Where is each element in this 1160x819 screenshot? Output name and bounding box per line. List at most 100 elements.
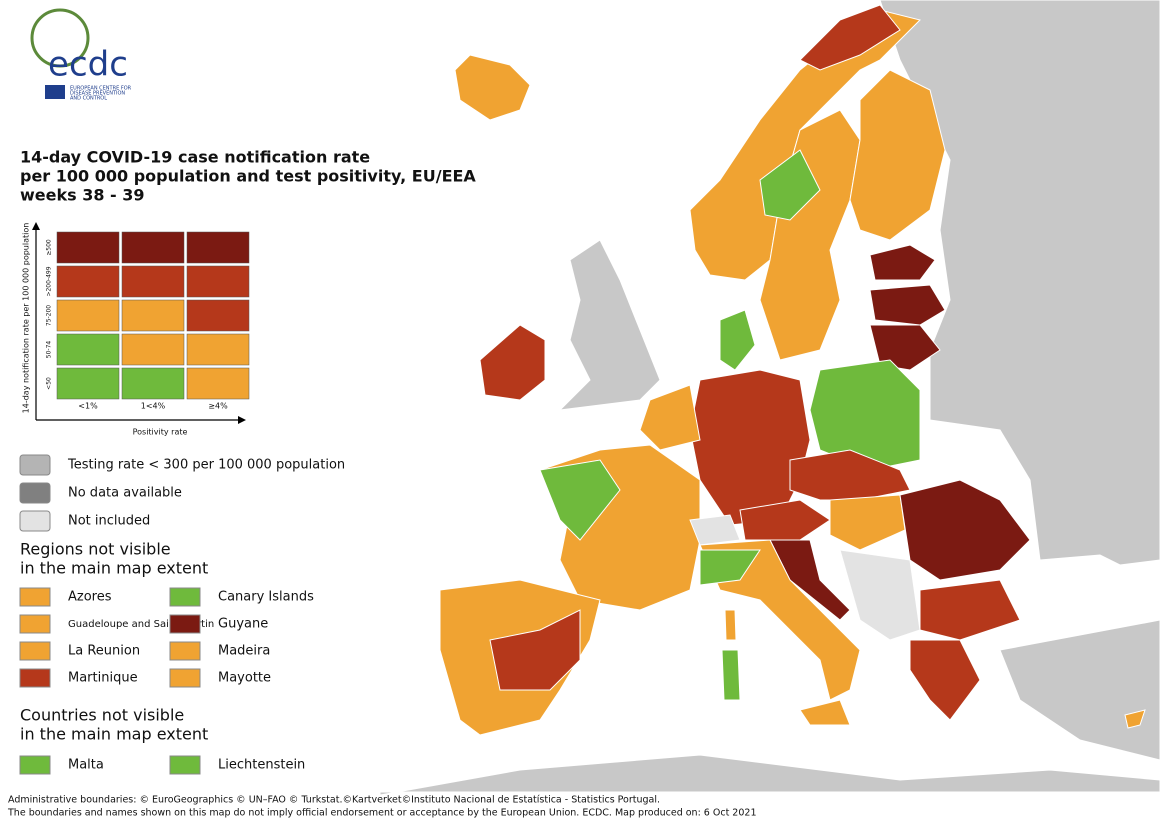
czechia-slovakia: [789, 449, 911, 501]
sicily: [799, 699, 851, 726]
matrix-cell: [186, 265, 250, 298]
austria: [739, 499, 831, 541]
matrix-row-label: <50: [46, 377, 53, 390]
region-label: Guadeloupe and Saint Martin: [68, 619, 214, 630]
sweden-region: [759, 149, 821, 221]
region-label: Azores: [68, 590, 112, 605]
france-west: [539, 459, 621, 541]
region-swatch: [169, 668, 201, 688]
region-label: Madeira: [218, 644, 270, 659]
eu-flag: [45, 85, 65, 99]
matrix-y-label: 14-day notification rate per 100 000 pop…: [22, 223, 31, 414]
legend-swatch: [19, 454, 51, 476]
ecdc-logo: [30, 8, 90, 99]
logo-subtitle: EUROPEAN CENTRE FOR: [70, 86, 132, 92]
united-kingdom: [558, 239, 661, 411]
map: [379, 0, 1160, 796]
latvia: [869, 284, 946, 326]
matrix-column-label: ≥4%: [208, 402, 228, 411]
spain-center: [489, 609, 581, 691]
estonia: [869, 244, 936, 281]
region-swatch: [19, 641, 51, 661]
region-label: Liechtenstein: [218, 758, 305, 773]
matrix-cell: [56, 231, 120, 264]
region-swatch: [169, 587, 201, 607]
matrix-cell: [121, 265, 185, 298]
hungary: [829, 494, 906, 551]
region-swatch: [19, 755, 51, 775]
logo-subtitle: AND CONTROL: [70, 96, 107, 102]
finland: [849, 69, 946, 241]
section-title: Countries not visible: [20, 706, 184, 725]
switzerland: [689, 514, 741, 546]
denmark: [719, 309, 756, 371]
matrix-row-label: >200-499: [46, 266, 53, 296]
north-norway: [799, 4, 901, 71]
legend-label: Testing rate < 300 per 100 000 populatio…: [67, 458, 345, 473]
map-title: weeks 38 - 39: [20, 186, 145, 205]
matrix-column-label: 1<4%: [141, 402, 166, 411]
region-label: Canary Islands: [218, 590, 314, 605]
region-swatch: [19, 668, 51, 688]
matrix-cell: [56, 333, 120, 366]
logo-subtitle: DISEASE PREVENTION: [70, 91, 125, 97]
italy-north: [699, 549, 761, 586]
matrix-row-label: ≥500: [46, 239, 53, 256]
legend-label: No data available: [68, 486, 182, 501]
romania: [899, 479, 1031, 581]
footer-note: Administrative boundaries: © EuroGeograp…: [8, 795, 660, 806]
logo-globe: [30, 8, 90, 68]
region-swatch: [169, 641, 201, 661]
region-swatch: [169, 614, 201, 634]
section-title: in the main map extent: [20, 559, 208, 578]
region-label: Malta: [68, 758, 104, 773]
map-title: per 100 000 population and test positivi…: [20, 167, 476, 186]
matrix-cell: [121, 231, 185, 264]
region-label: La Reunion: [68, 644, 140, 659]
legend-swatch: [19, 482, 51, 504]
region-label: Guyane: [218, 617, 268, 632]
matrix-x-label: Positivity rate: [133, 428, 188, 437]
region-swatch: [169, 755, 201, 775]
north-africa: [379, 754, 1160, 796]
cyprus: [1124, 709, 1146, 729]
germany: [689, 369, 811, 526]
legend-swatch: [19, 510, 51, 532]
benelux: [639, 384, 701, 451]
y-arrow-head: [32, 222, 40, 230]
balkans-non-eu: [839, 549, 921, 641]
region-swatch: [19, 587, 51, 607]
map-title: 14-day COVID-19 case notification rate: [20, 148, 370, 167]
matrix-cell: [56, 367, 120, 400]
poland: [809, 359, 921, 471]
matrix-cell: [186, 231, 250, 264]
logo-name: ecdc: [48, 45, 128, 85]
matrix-cell: [121, 333, 185, 366]
x-arrow-head: [238, 416, 246, 424]
matrix-column-label: <1%: [78, 402, 98, 411]
legend-label: Not included: [68, 514, 150, 529]
norway: [689, 9, 921, 281]
matrix-row-label: 75-200: [46, 305, 53, 326]
greece: [909, 639, 981, 721]
footer-note: The boundaries and names shown on this m…: [7, 808, 757, 819]
matrix-cell: [186, 367, 250, 400]
section-title: in the main map extent: [20, 725, 208, 744]
sweden: [759, 109, 861, 361]
matrix-cell: [186, 333, 250, 366]
matrix-cell: [121, 299, 185, 332]
matrix-cell: [186, 299, 250, 332]
region-label: Martinique: [68, 671, 138, 686]
matrix-cell: [56, 265, 120, 298]
section-title: Regions not visible: [20, 540, 171, 559]
turkey: [999, 619, 1160, 761]
bulgaria: [919, 579, 1021, 641]
region-label: Mayotte: [218, 671, 271, 686]
iceland: [454, 54, 531, 121]
matrix-cell: [121, 367, 185, 400]
corsica: [724, 609, 737, 641]
ireland: [479, 324, 546, 401]
matrix-row-label: 50-74: [46, 341, 53, 359]
non-eu-east: [879, 0, 1160, 566]
